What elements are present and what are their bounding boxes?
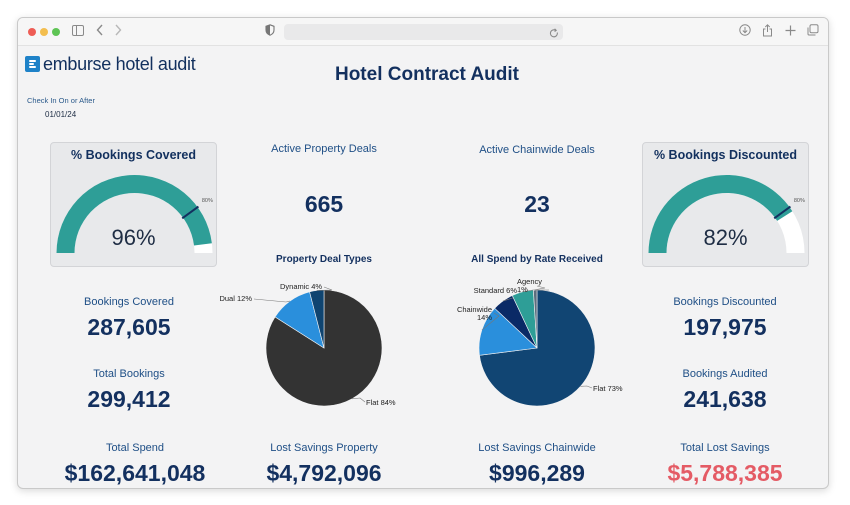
brand-logo: emburse hotel audit [25, 53, 196, 74]
active-property-deals-value: 665 [304, 191, 344, 217]
pie-data-label: 1% [517, 285, 528, 294]
sidebar-icon[interactable] [72, 24, 84, 40]
reload-icon[interactable] [549, 26, 559, 44]
pie-leader-line [316, 286, 333, 291]
total-lost-savings-value: $5,788,385 [667, 460, 783, 486]
pie-data-label: Chainwide [457, 305, 492, 314]
lost-savings-chainwide-label: Lost Savings Chainwide [478, 442, 596, 454]
total-spend-value: $162,641,048 [64, 460, 206, 486]
pie-leader-line [351, 397, 366, 403]
bookings-covered-gauge: 80% [56, 174, 213, 253]
pie-leader-line [522, 285, 546, 293]
pie-data-label: Flat 73% [593, 384, 623, 393]
close-window-button[interactable] [28, 28, 36, 36]
gauge-value: 96% [111, 225, 156, 250]
bookings-discounted-value: 197,975 [683, 314, 767, 340]
emburse-logo-icon [25, 56, 40, 72]
pie-data-label: 14% [477, 313, 492, 322]
lost-savings-property-label: Lost Savings Property [270, 442, 378, 454]
total-bookings-label: Total Bookings [93, 368, 165, 380]
bookings-covered-label: Bookings Covered [84, 296, 174, 308]
pie-data-label: Dynamic 4% [280, 282, 322, 291]
pie-data-label: Dual 12% [219, 294, 252, 303]
active-chainwide-deals-label: Active Chainwide Deals [479, 144, 595, 156]
gauge-target-marker [773, 205, 792, 220]
download-icon[interactable] [739, 24, 751, 40]
page-title: Hotel Contract Audit [334, 64, 519, 85]
gauge-fill [648, 175, 793, 253]
gauge-title: % Bookings Discounted [653, 148, 798, 162]
gauge-title: % Bookings Covered [70, 148, 197, 162]
pie-data-label: Agency [517, 277, 542, 286]
pie-leader-line [580, 385, 593, 389]
gauge-target-marker [181, 205, 200, 220]
browser-window: emburse hotel audit Check In On or After… [17, 17, 829, 489]
check-in-date-filter[interactable]: 01/01/24 [45, 110, 77, 119]
pie-data-label: Standard 6% [474, 286, 518, 295]
shield-icon[interactable] [265, 24, 275, 40]
address-bar[interactable] [284, 24, 563, 40]
plus-icon[interactable] [785, 24, 796, 40]
chevron-right-icon[interactable] [114, 24, 122, 40]
dashboard: emburse hotel audit Check In On or After… [18, 46, 828, 488]
spend-by-rate-title: All Spend by Rate Received [471, 254, 603, 265]
gauge-target-label: 80% [794, 198, 805, 204]
property-deal-types-title: Property Deal Types [276, 254, 372, 265]
active-property-deals-label: Active Property Deals [271, 143, 377, 155]
brand-name: emburse hotel audit [43, 53, 196, 74]
filter-label: Check In On or After [27, 96, 95, 105]
pie-leader-line [253, 298, 290, 303]
bookings-audited-value: 241,638 [683, 386, 767, 412]
bookings-covered-gauge-card: % Bookings Covered 80% 96% [50, 142, 217, 267]
pie-data-label: Flat 84% [366, 398, 396, 407]
bookings-discounted-label: Bookings Discounted [673, 296, 777, 308]
chevron-left-icon[interactable] [96, 24, 104, 40]
gauge-value: 82% [703, 225, 748, 250]
bookings-discounted-gauge-card: % Bookings Discounted 80% 82% [642, 142, 809, 267]
share-icon[interactable] [762, 24, 773, 41]
property-deal-types-pie-chart: Flat 84% Dual 12% Dynamic 4% [219, 282, 396, 407]
lost-savings-property-value: $4,792,096 [266, 460, 382, 486]
maximize-window-button[interactable] [52, 28, 60, 36]
bookings-audited-label: Bookings Audited [682, 368, 768, 380]
minimize-window-button[interactable] [40, 28, 48, 36]
gauge-target-label: 80% [202, 198, 213, 204]
lost-savings-chainwide-value: $996,289 [489, 460, 585, 486]
gauge-fill [56, 174, 212, 253]
bookings-covered-value: 287,605 [87, 314, 171, 340]
bookings-discounted-gauge: 80% [648, 175, 805, 253]
browser-toolbar [18, 18, 828, 46]
total-lost-savings-label: Total Lost Savings [680, 442, 770, 454]
total-bookings-value: 299,412 [87, 386, 171, 412]
pie-leader-line [481, 312, 500, 331]
active-chainwide-deals-value: 23 [524, 191, 550, 217]
total-spend-label: Total Spend [105, 442, 165, 454]
tabs-icon[interactable] [807, 24, 819, 40]
